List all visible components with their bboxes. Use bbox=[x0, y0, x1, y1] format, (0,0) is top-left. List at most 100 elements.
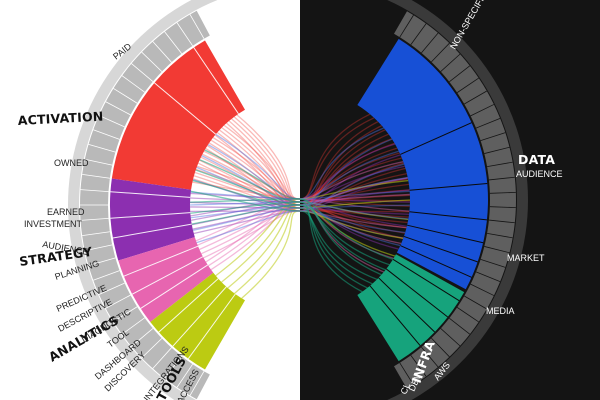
left-ring-tick bbox=[189, 371, 205, 396]
left-ring-tick bbox=[152, 41, 172, 63]
segment-divider bbox=[392, 258, 460, 302]
segment-divider bbox=[140, 264, 209, 309]
label-cl: CL bbox=[399, 381, 413, 395]
category-activation: ACTIVATION bbox=[17, 109, 103, 128]
left-ring-tick bbox=[84, 244, 113, 252]
right-ring-tick bbox=[399, 362, 414, 386]
label-audience-right: AUDIENCE bbox=[516, 169, 563, 179]
left-ring-tick bbox=[98, 282, 125, 295]
segment-divider bbox=[400, 122, 472, 155]
strategy-segment bbox=[109, 178, 195, 261]
left-ring-tick bbox=[176, 363, 193, 388]
left-ring-tick bbox=[113, 88, 138, 104]
right-ring-tick bbox=[484, 246, 510, 254]
right-ring-tick bbox=[475, 117, 501, 129]
segment-divider bbox=[154, 82, 217, 135]
left-ring-tick bbox=[88, 257, 116, 267]
left-ring-tick bbox=[105, 101, 131, 116]
analytics-segment bbox=[118, 237, 214, 322]
right-ring-tick bbox=[464, 295, 487, 310]
right-ring-tick bbox=[488, 176, 515, 181]
segment-divider bbox=[193, 47, 239, 115]
right-ring-tick bbox=[470, 283, 495, 296]
right-ring-tick bbox=[480, 132, 506, 142]
chord-ribbons bbox=[189, 113, 411, 299]
right-ring-tick bbox=[487, 161, 513, 168]
segment-divider bbox=[158, 278, 219, 333]
right-ring-tick bbox=[410, 23, 427, 45]
right-ring-tick bbox=[431, 42, 450, 63]
left-ring-tick bbox=[164, 31, 183, 54]
left-ring-tick bbox=[93, 270, 120, 281]
label-owned: OWNED bbox=[54, 158, 89, 168]
right-ring-tick bbox=[456, 77, 479, 93]
chord-ribbon bbox=[190, 190, 378, 280]
chord-ribbon bbox=[192, 179, 373, 285]
left-ring-tick bbox=[113, 306, 138, 322]
left-ring-band bbox=[80, 10, 210, 400]
segment-divider bbox=[409, 211, 488, 221]
chord-ribbon bbox=[190, 198, 382, 276]
segment-divider bbox=[123, 245, 199, 277]
right-ring-tick bbox=[410, 355, 427, 377]
segment-divider bbox=[132, 256, 204, 295]
label-investment: INVESTMENT bbox=[24, 219, 83, 229]
left-ring-tick bbox=[80, 189, 109, 193]
left-ring-tick bbox=[152, 347, 172, 369]
segment-divider bbox=[110, 191, 191, 198]
right-ring-tick bbox=[487, 232, 513, 239]
segment-divider bbox=[187, 293, 236, 360]
right-ring-tick bbox=[449, 65, 471, 83]
right-ring-tick bbox=[421, 32, 439, 54]
right-ring-tick bbox=[489, 206, 516, 209]
category-data: DATA bbox=[518, 152, 555, 167]
left-ring-tick bbox=[141, 51, 163, 72]
right-ring-tick bbox=[421, 346, 439, 368]
right-ring-tick bbox=[484, 146, 510, 154]
segment-divider bbox=[369, 285, 421, 346]
right-ring-tick bbox=[440, 328, 461, 347]
segment-divider bbox=[400, 245, 472, 278]
activation-segment bbox=[111, 40, 246, 190]
label-earned: EARNED bbox=[47, 207, 85, 217]
segment-divider-lines bbox=[110, 47, 488, 360]
segment-divider bbox=[403, 235, 478, 263]
left-ring-tick bbox=[88, 143, 116, 153]
label-media: MEDIA bbox=[486, 306, 515, 316]
right-ring-tick bbox=[399, 14, 414, 38]
left-ring-tick bbox=[176, 22, 193, 47]
segment-divider bbox=[112, 223, 192, 239]
right-ring-tick bbox=[475, 271, 501, 283]
left-ring-tick bbox=[131, 328, 154, 347]
chord-ribbon bbox=[191, 204, 390, 266]
segment-divider bbox=[385, 268, 449, 318]
right-ring-tick bbox=[480, 258, 506, 268]
segment-divider bbox=[172, 286, 227, 347]
left-ring-tick bbox=[105, 294, 131, 309]
right-ring-tick bbox=[456, 307, 479, 323]
label-market: MARKET bbox=[507, 253, 545, 263]
segment-divider bbox=[110, 212, 191, 219]
left-ring-tick bbox=[131, 63, 154, 82]
segment-divider bbox=[409, 182, 488, 191]
right-ring-tick bbox=[449, 317, 471, 335]
infra-segment bbox=[357, 254, 465, 362]
right-ring-tick bbox=[440, 53, 461, 72]
left-ring-tick bbox=[84, 158, 113, 166]
left-ring-tick bbox=[98, 115, 125, 128]
left-ring-tick bbox=[164, 356, 183, 379]
right-ring-tick bbox=[431, 337, 450, 358]
left-ring-tick bbox=[93, 129, 120, 140]
right-outer-ring bbox=[387, 0, 528, 400]
left-outer-ring bbox=[67, 0, 218, 400]
left-ring-tick bbox=[80, 217, 109, 221]
segment-divider bbox=[378, 277, 436, 333]
left-ring-band bbox=[67, 0, 218, 400]
right-ring-tick bbox=[489, 191, 516, 194]
right-ring-band bbox=[394, 11, 516, 389]
left-ring-tick bbox=[121, 75, 145, 93]
left-ring-tick bbox=[82, 231, 110, 237]
left-ring-tick bbox=[189, 14, 205, 39]
left-ring-tick bbox=[121, 317, 145, 335]
